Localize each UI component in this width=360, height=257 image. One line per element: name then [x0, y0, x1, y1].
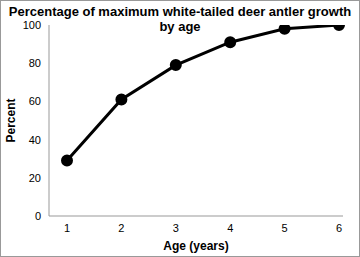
svg-text:4: 4 — [227, 222, 233, 234]
svg-text:2: 2 — [118, 222, 124, 234]
svg-text:3: 3 — [173, 222, 179, 234]
svg-text:Age (years): Age (years) — [163, 239, 228, 253]
svg-text:60: 60 — [29, 95, 41, 107]
svg-text:80: 80 — [29, 57, 41, 69]
svg-text:1: 1 — [64, 222, 70, 234]
svg-text:0: 0 — [35, 210, 41, 222]
svg-text:Percent: Percent — [8, 98, 18, 142]
svg-text:100: 100 — [23, 19, 41, 31]
svg-text:20: 20 — [29, 172, 41, 184]
svg-text:6: 6 — [336, 222, 342, 234]
svg-text:5: 5 — [282, 222, 288, 234]
svg-text:40: 40 — [29, 134, 41, 146]
